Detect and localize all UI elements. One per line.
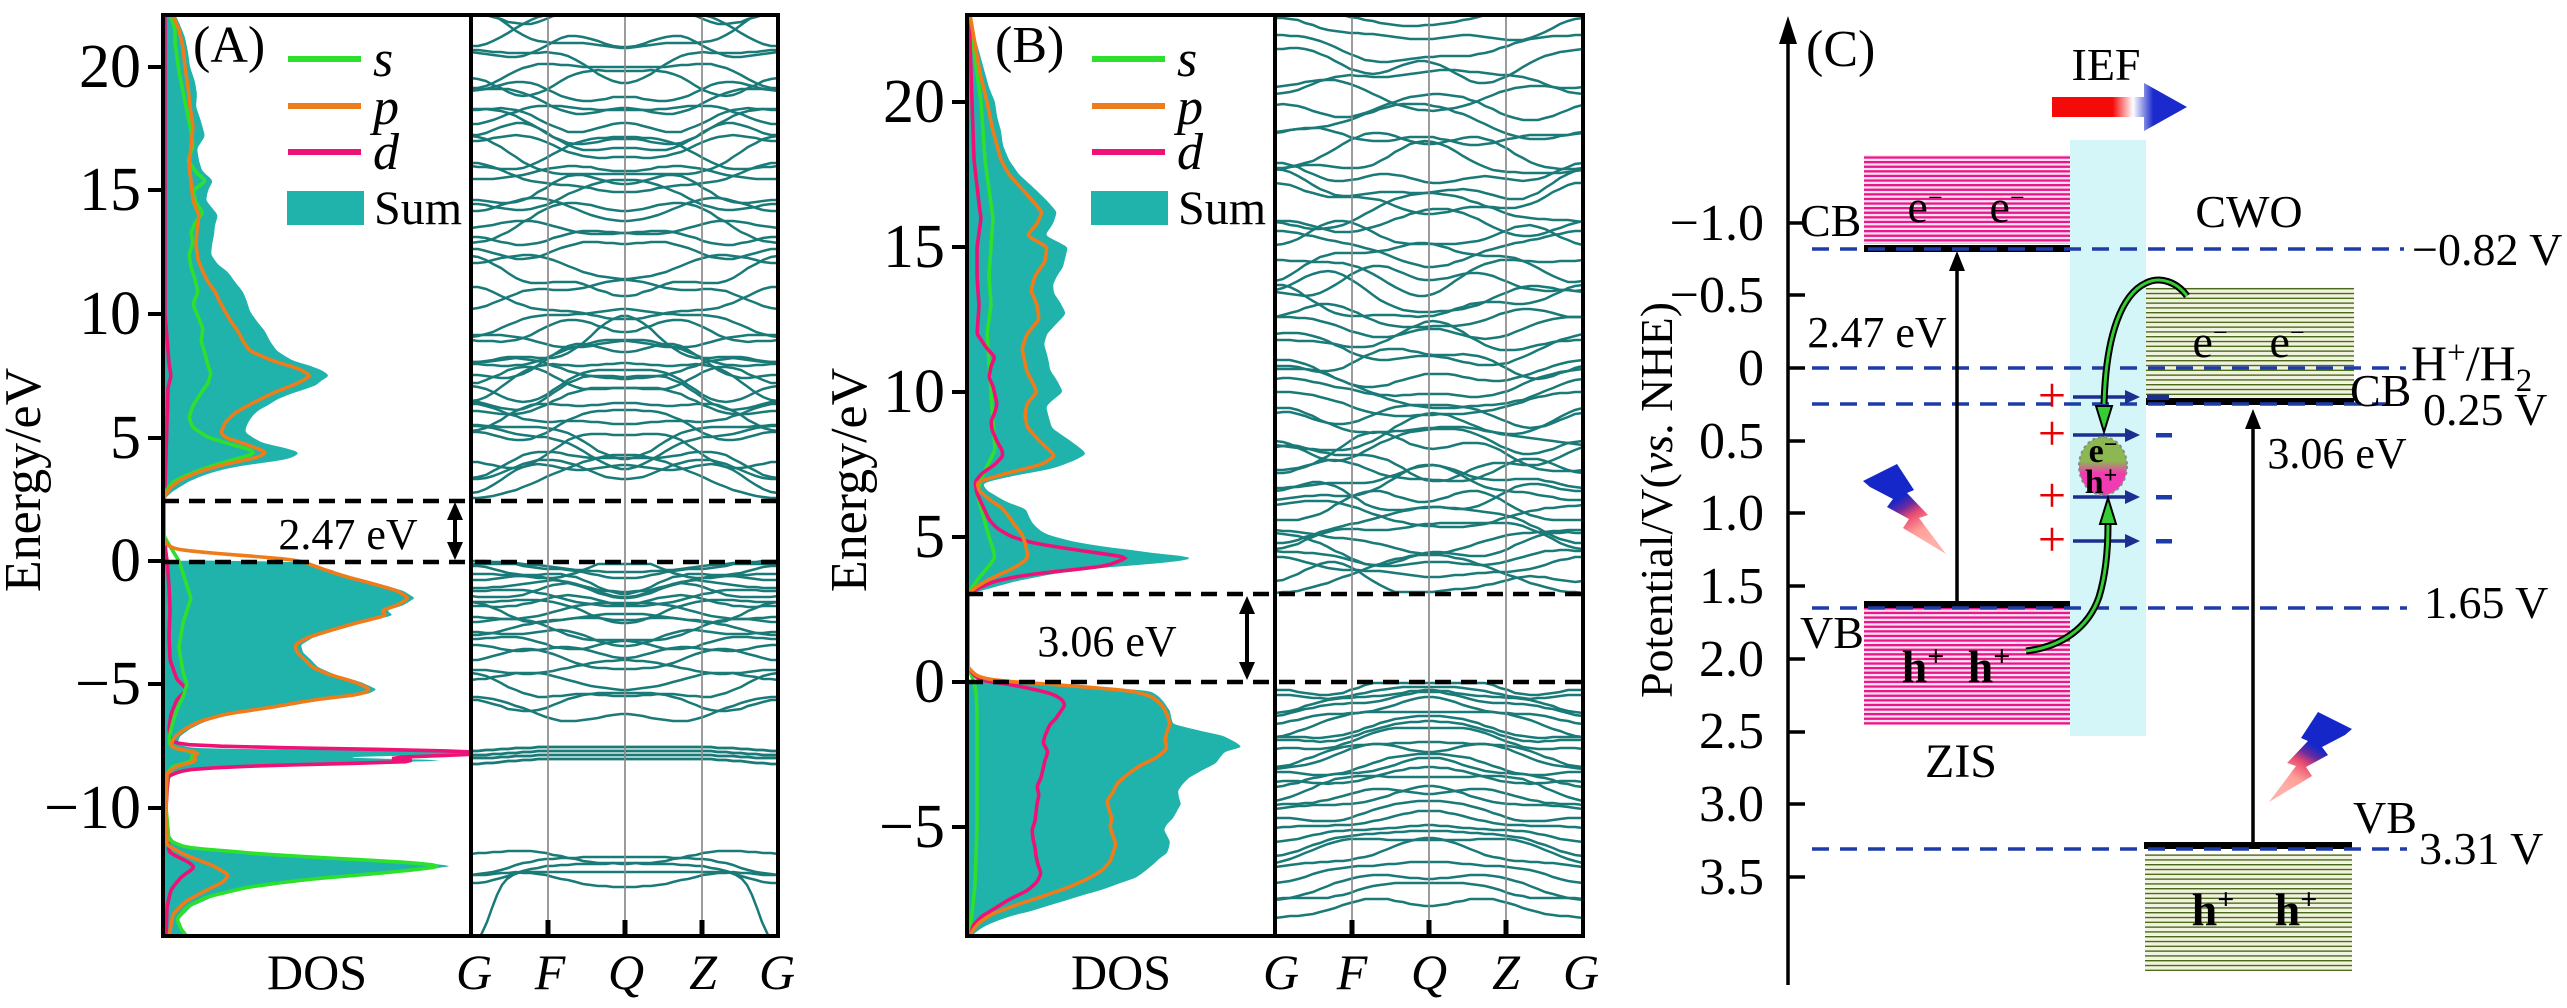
svg-text:1.5: 1.5 xyxy=(1699,558,1764,615)
svg-text:H+/H2: H+/H2 xyxy=(2411,335,2532,399)
svg-text:IEF: IEF xyxy=(2072,39,2141,90)
svg-text:+: + xyxy=(2038,467,2066,523)
svg-text:3.31 V: 3.31 V xyxy=(2419,823,2543,874)
svg-text:Z: Z xyxy=(1492,944,1521,1000)
svg-text:3.06 eV: 3.06 eV xyxy=(1037,617,1177,666)
svg-text:3.5: 3.5 xyxy=(1699,849,1764,906)
svg-text:G: G xyxy=(1263,944,1299,1000)
svg-text:ZIS: ZIS xyxy=(1925,735,1997,788)
svg-text:h+: h+ xyxy=(1902,640,1945,692)
svg-text:0: 0 xyxy=(914,648,945,716)
svg-text:15: 15 xyxy=(79,156,141,224)
svg-text:20: 20 xyxy=(79,33,141,101)
svg-text:VB: VB xyxy=(1800,607,1864,658)
svg-text:+: + xyxy=(2038,405,2066,461)
svg-text:VB: VB xyxy=(2353,792,2417,843)
svg-text:(C): (C) xyxy=(1806,21,1875,78)
svg-text:s: s xyxy=(373,31,393,88)
svg-text:−0.5: −0.5 xyxy=(1670,267,1764,324)
svg-text:CB: CB xyxy=(2350,365,2411,416)
svg-text:Z: Z xyxy=(689,944,718,1000)
svg-text:+: + xyxy=(2038,367,2066,423)
svg-text:−5: −5 xyxy=(75,650,141,718)
svg-text:5: 5 xyxy=(110,404,141,472)
svg-text:15: 15 xyxy=(883,213,945,281)
svg-text:1.65 V: 1.65 V xyxy=(2424,577,2548,628)
svg-text:d: d xyxy=(1177,124,1204,181)
svg-text:DOS: DOS xyxy=(267,944,367,1000)
svg-text:20: 20 xyxy=(883,68,945,136)
svg-text:F: F xyxy=(1336,944,1368,1000)
svg-text:CB: CB xyxy=(1800,195,1861,246)
svg-text:p: p xyxy=(369,79,399,136)
svg-text:G: G xyxy=(759,944,795,1000)
svg-text:0: 0 xyxy=(1738,340,1764,397)
svg-text:h+: h+ xyxy=(2192,883,2235,935)
svg-text:Energy/eV: Energy/eV xyxy=(0,368,52,592)
svg-text:−5: −5 xyxy=(879,793,945,861)
svg-text:Q: Q xyxy=(1411,944,1447,1000)
svg-text:2.5: 2.5 xyxy=(1699,703,1764,760)
svg-text:p: p xyxy=(1173,79,1203,136)
svg-text:0: 0 xyxy=(110,527,141,595)
svg-text:Potential/V(vs. NHE): Potential/V(vs. NHE) xyxy=(1631,302,1682,698)
svg-text:0.25 V: 0.25 V xyxy=(2423,384,2547,435)
svg-text:Sum: Sum xyxy=(1178,182,1266,235)
svg-text:(A): (A) xyxy=(193,17,265,74)
svg-text:10: 10 xyxy=(883,358,945,426)
svg-text:−0.82 V: −0.82 V xyxy=(2412,224,2562,275)
svg-text:Energy/eV: Energy/eV xyxy=(821,368,878,592)
svg-text:G: G xyxy=(1563,944,1599,1000)
svg-text:3.06 eV: 3.06 eV xyxy=(2267,429,2407,478)
svg-text:+: + xyxy=(2038,511,2066,567)
svg-text:−10: −10 xyxy=(44,774,141,842)
svg-text:−1.0: −1.0 xyxy=(1670,195,1764,252)
svg-text:10: 10 xyxy=(79,280,141,348)
svg-text:2.0: 2.0 xyxy=(1699,631,1764,688)
svg-text:0.5: 0.5 xyxy=(1699,413,1764,470)
svg-text:CWO: CWO xyxy=(2195,186,2302,237)
svg-text:2.47 eV: 2.47 eV xyxy=(278,510,418,559)
svg-text:d: d xyxy=(373,124,400,181)
svg-text:Q: Q xyxy=(608,944,644,1000)
svg-text:G: G xyxy=(456,944,492,1000)
svg-text:(B): (B) xyxy=(995,17,1064,74)
svg-text:Sum: Sum xyxy=(374,182,462,235)
svg-text:1.0: 1.0 xyxy=(1699,485,1764,542)
svg-text:F: F xyxy=(534,944,566,1000)
svg-text:3.0: 3.0 xyxy=(1699,776,1764,833)
svg-text:DOS: DOS xyxy=(1071,944,1171,1000)
svg-text:5: 5 xyxy=(914,503,945,571)
svg-text:2.47 eV: 2.47 eV xyxy=(1807,308,1947,357)
svg-text:s: s xyxy=(1177,31,1197,88)
